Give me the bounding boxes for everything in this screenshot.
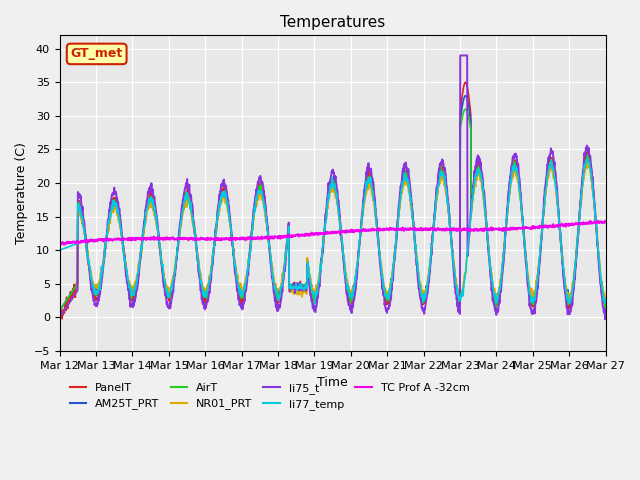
TC Prof A -32cm	[288, 232, 296, 238]
PanelT	[602, 303, 609, 309]
AM25T_PRT	[367, 182, 374, 188]
AirT	[56, 308, 63, 313]
PanelT	[299, 283, 307, 289]
li75_t	[602, 312, 609, 317]
AM25T_PRT	[287, 283, 295, 289]
AirT	[98, 271, 106, 276]
Line: AirT: AirT	[60, 109, 605, 311]
Line: PanelT: PanelT	[60, 83, 605, 319]
X-axis label: Time: Time	[317, 376, 348, 389]
TC Prof A -32cm	[602, 218, 609, 224]
li77_temp	[311, 301, 319, 307]
li77_temp	[584, 156, 591, 162]
NR01_PRT	[120, 248, 128, 254]
AM25T_PRT	[120, 248, 128, 253]
AirT	[367, 179, 374, 184]
li77_temp	[367, 175, 374, 180]
Title: Temperatures: Temperatures	[280, 15, 385, 30]
li75_t	[56, 314, 63, 320]
Line: li77_temp: li77_temp	[60, 159, 605, 304]
li77_temp	[287, 285, 295, 291]
li75_t	[299, 284, 307, 290]
NR01_PRT	[56, 314, 63, 320]
li77_temp	[308, 290, 316, 296]
li75_t	[308, 300, 316, 306]
AM25T_PRT	[56, 308, 63, 313]
PanelT	[56, 309, 63, 315]
Y-axis label: Temperature (C): Temperature (C)	[15, 142, 28, 244]
AM25T_PRT	[299, 287, 307, 292]
PanelT	[99, 272, 106, 277]
li77_temp	[120, 258, 128, 264]
NR01_PRT	[583, 160, 591, 166]
TC Prof A -32cm	[56, 240, 63, 246]
TC Prof A -32cm	[602, 219, 609, 225]
AM25T_PRT	[98, 268, 106, 274]
li75_t	[456, 53, 464, 59]
TC Prof A -32cm	[299, 233, 307, 239]
PanelT	[58, 316, 66, 322]
Text: GT_met: GT_met	[70, 48, 123, 60]
PanelT	[461, 80, 469, 85]
AirT	[308, 290, 316, 296]
AM25T_PRT	[308, 288, 316, 294]
AirT	[461, 106, 469, 112]
NR01_PRT	[299, 289, 307, 295]
TC Prof A -32cm	[309, 232, 317, 238]
li75_t	[287, 285, 295, 290]
li75_t	[120, 255, 128, 261]
Line: TC Prof A -32cm: TC Prof A -32cm	[60, 221, 605, 245]
li77_temp	[299, 286, 307, 291]
li75_t	[98, 274, 106, 280]
Line: AM25T_PRT: AM25T_PRT	[60, 96, 605, 311]
PanelT	[288, 285, 296, 290]
NR01_PRT	[287, 288, 295, 293]
TC Prof A -32cm	[99, 237, 106, 242]
NR01_PRT	[98, 264, 106, 270]
Line: li75_t: li75_t	[60, 56, 605, 319]
PanelT	[367, 171, 374, 177]
PanelT	[120, 255, 128, 261]
AirT	[602, 303, 609, 309]
TC Prof A -32cm	[60, 242, 68, 248]
li77_temp	[98, 269, 106, 275]
Line: NR01_PRT: NR01_PRT	[60, 163, 605, 317]
AM25T_PRT	[461, 93, 469, 98]
TC Prof A -32cm	[367, 228, 374, 233]
Legend: PanelT, AM25T_PRT, AirT, NR01_PRT, li75_t, li77_temp, TC Prof A -32cm: PanelT, AM25T_PRT, AirT, NR01_PRT, li75_…	[65, 378, 474, 415]
NR01_PRT	[308, 289, 316, 295]
li77_temp	[602, 297, 609, 303]
li77_temp	[56, 247, 63, 253]
AirT	[287, 281, 295, 287]
PanelT	[309, 297, 317, 303]
TC Prof A -32cm	[120, 237, 128, 242]
li75_t	[602, 316, 609, 322]
AirT	[299, 285, 307, 290]
NR01_PRT	[602, 297, 609, 302]
AM25T_PRT	[602, 298, 609, 304]
NR01_PRT	[367, 180, 374, 186]
li75_t	[367, 170, 374, 176]
AirT	[120, 252, 128, 258]
